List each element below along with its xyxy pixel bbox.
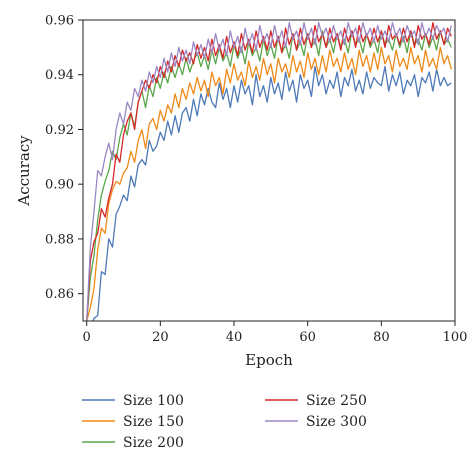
x-axis: 0 20 40 60 80 100	[83, 321, 468, 345]
y-axis: 0.86 0.88 0.90 0.92 0.94 0.96	[45, 14, 83, 302]
series-line-size-200	[86, 30, 452, 321]
y-tick-label: 0.88	[45, 232, 74, 247]
y-tick-label: 0.90	[45, 178, 74, 193]
x-axis-title: Epoch	[245, 351, 293, 369]
legend-label: Size 250	[306, 393, 367, 409]
x-tick-label: 40	[226, 330, 243, 345]
x-tick-label: 20	[152, 330, 169, 345]
x-tick-label: 0	[83, 330, 91, 345]
y-tick-label: 0.94	[45, 68, 74, 83]
x-tick-label: 80	[373, 330, 390, 345]
y-tick-label: 0.86	[45, 287, 74, 302]
legend-label: Size 100	[123, 393, 184, 409]
plot-area-frame	[82, 19, 456, 322]
series-line-size-150	[86, 46, 452, 321]
chart-legend: Size 100 Size 150 Size 200 Size 250 Size 300	[82, 393, 367, 451]
x-tick-label: 60	[299, 330, 316, 345]
y-tick-label: 0.96	[45, 14, 74, 29]
series-line-size-100	[86, 65, 452, 321]
y-tick-label: 0.92	[45, 123, 74, 138]
y-axis-title: Accuracy	[15, 135, 33, 207]
series-lines	[86, 22, 452, 321]
series-line-size-300	[86, 22, 452, 321]
legend-label: Size 200	[123, 435, 184, 451]
legend-label: Size 150	[123, 414, 184, 430]
x-tick-label: 100	[443, 330, 468, 345]
legend-label: Size 300	[306, 414, 367, 430]
